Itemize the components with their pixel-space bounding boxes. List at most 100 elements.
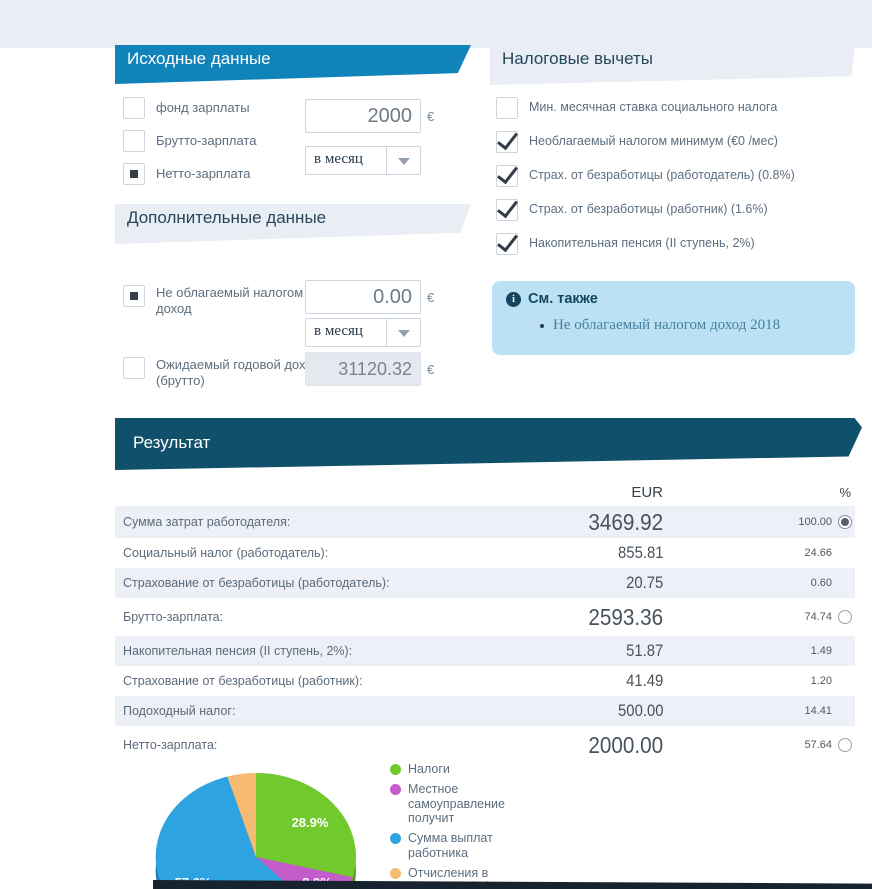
eur-value: 2000.00	[588, 731, 663, 758]
period-select[interactable]: в месяц	[305, 146, 421, 175]
option-gross-salary[interactable]: Брутто-зарплата	[123, 130, 256, 152]
section-banner-tax-deductions: Налоговые вычеты	[490, 45, 855, 85]
chart-legend: Налоги Местное самоуправление получит Су…	[390, 762, 526, 889]
see-also-link-tax-free-2018[interactable]: Не облагаемый налогом доход 2018	[553, 317, 781, 333]
eur-value: 41.49	[625, 671, 663, 690]
eur-value: 20.75	[625, 573, 663, 592]
radio-gross-salary[interactable]	[838, 610, 852, 624]
deduction-unemployment-employer[interactable]: Страх. от безработицы (работодатель) (0.…	[496, 165, 795, 187]
legend-item-municipality[interactable]: Местное самоуправление получит	[390, 782, 526, 826]
page-background-band	[0, 0, 872, 48]
column-header-percent: %	[839, 484, 851, 500]
table-row-unemployment-employee: Страхование от безработицы (работник): 4…	[123, 671, 832, 690]
option-net-salary[interactable]: Нетто-зарплата	[123, 163, 251, 185]
legend-dot-green	[390, 764, 401, 775]
checkbox-annual-income[interactable]	[123, 357, 145, 379]
table-row-gross-salary: Брутто-зарплата: 2593.36 74.74	[115, 598, 855, 636]
pie-slice-taxes[interactable]	[256, 773, 356, 878]
table-row-net-salary: Нетто-зарплата: 2000.00 57.64	[115, 726, 855, 764]
table-row-employer-total: Сумма затрат работодателя: 3469.92 100.0…	[115, 506, 855, 538]
next-section-edge	[153, 880, 872, 889]
legend-dot-purple	[390, 783, 401, 795]
checkbox-gross-salary[interactable]	[123, 130, 145, 152]
period-select-value: в месяц	[314, 151, 363, 167]
legend-dot-orange	[390, 867, 401, 879]
eur-value: 51.87	[625, 641, 663, 660]
chevron-down-icon[interactable]	[398, 330, 410, 337]
tax-free-income-input[interactable]	[305, 280, 421, 314]
see-also-list-item: Не облагаемый налогом доход 2018	[540, 317, 841, 334]
tax-free-period-select[interactable]: в месяц	[305, 318, 421, 347]
section-title-result: Результат	[133, 433, 211, 452]
column-header-eur: EUR	[631, 483, 663, 501]
period-select-value: в месяц	[314, 323, 363, 339]
chevron-down-icon[interactable]	[398, 158, 410, 165]
option-label: фонд зарплаты	[156, 99, 250, 115]
pct-value: 14.41	[804, 705, 832, 717]
legend-dot-blue	[390, 833, 401, 844]
option-annual-income[interactable]: Ожидаемый годовой доход (брутто)	[123, 357, 321, 390]
eur-value: 500.00	[617, 701, 663, 720]
table-row-unemployment-employer: Страхование от безработицы (работодатель…	[115, 568, 855, 598]
option-label: Страх. от безработицы (работодатель) (0.…	[529, 168, 795, 183]
deduction-tax-free-minimum[interactable]: Необлагаемый налогом минимум (€0 /мес)	[496, 131, 778, 153]
pct-value: 0.60	[810, 577, 832, 589]
pie-chart: 28.9% 57.6% 8.9%	[130, 756, 380, 889]
deduction-min-social-tax[interactable]: Мин. месячная ставка социального налога	[496, 97, 777, 119]
section-banner-additional-data: Дополнительные данные	[115, 204, 471, 244]
table-row-income-tax: Подоходный налог: 500.00 14.41	[115, 696, 855, 726]
option-label: Не облагаемый налогом доход	[156, 285, 304, 317]
pct-value: 57.64	[804, 739, 832, 751]
checkbox-salary-fund[interactable]	[123, 97, 145, 119]
deduction-funded-pension[interactable]: Накопительная пенсия (II ступень, 2%)	[496, 233, 755, 255]
currency-symbol: €	[427, 362, 435, 377]
select-divider	[386, 319, 387, 346]
option-label: Накопительная пенсия (II ступень, 2%)	[529, 236, 755, 251]
radio-net-salary[interactable]	[838, 738, 852, 752]
table-row-funded-pension: Накопительная пенсия (II ступень, 2%): 5…	[115, 636, 855, 666]
legend-item-taxes[interactable]: Налоги	[390, 762, 526, 777]
table-row-social-tax: Социальный налог (работодатель): 855.81 …	[123, 543, 832, 562]
result-table: EUR % Сумма затрат работодателя: 3469.92…	[115, 478, 855, 764]
radio-employer-total-selected[interactable]	[838, 515, 852, 529]
pie-label-taxes: 28.9%	[292, 815, 329, 830]
eur-value: 855.81	[617, 543, 663, 562]
pct-value: 74.74	[804, 611, 832, 623]
option-label: Нетто-зарплата	[156, 165, 251, 181]
checkbox-unemployment-employee-checked[interactable]	[496, 199, 518, 221]
legend-item-employee-payout[interactable]: Сумма выплат работника	[390, 831, 526, 861]
pie-chart-svg: 28.9% 57.6% 8.9%	[155, 773, 356, 889]
option-label: Страх. от безработицы (работник) (1.6%)	[529, 202, 768, 217]
pie-slice-pension-fund[interactable]	[227, 773, 257, 857]
checkbox-unemployment-employer-checked[interactable]	[496, 165, 518, 187]
section-title-tax-deductions: Налоговые вычеты	[502, 49, 654, 68]
section-banner-initial-data: Исходные данные	[115, 45, 471, 84]
checkbox-tax-free-minimum-checked[interactable]	[496, 131, 518, 153]
section-title-initial-data: Исходные данные	[127, 49, 271, 68]
checkbox-tax-free-income-selected[interactable]	[123, 285, 145, 307]
section-banner-result: Результат	[115, 418, 862, 470]
deduction-unemployment-employee[interactable]: Страх. от безработицы (работник) (1.6%)	[496, 199, 768, 221]
section-title-additional-data: Дополнительные данные	[127, 208, 327, 227]
see-also-title: См. также	[528, 291, 598, 307]
annual-income-input-disabled	[305, 352, 421, 386]
option-label: Мин. месячная ставка социального налога	[529, 100, 778, 115]
option-salary-fund[interactable]: фонд зарплаты	[123, 97, 250, 119]
eur-value: 2593.36	[588, 603, 663, 630]
bullet-icon	[540, 323, 544, 328]
pie-slice-employee-payout[interactable]	[155, 776, 326, 889]
option-label: Необлагаемый налогом минимум (€0 /мес)	[529, 134, 778, 149]
select-divider	[386, 147, 387, 174]
option-tax-free-income[interactable]: Не облагаемый налогом доход	[123, 285, 311, 318]
currency-symbol: €	[427, 290, 435, 305]
result-table-header: EUR %	[115, 478, 855, 506]
checkbox-min-social-tax[interactable]	[496, 97, 518, 119]
pct-value: 1.20	[810, 675, 832, 687]
eur-value: 3469.92	[588, 508, 663, 535]
salary-amount-input[interactable]	[305, 99, 421, 133]
checkbox-net-salary-selected[interactable]	[123, 163, 145, 185]
pct-value: 1.49	[810, 645, 832, 657]
currency-symbol: €	[427, 109, 435, 124]
option-label: Ожидаемый годовой доход (брутто)	[156, 357, 320, 389]
checkbox-funded-pension-checked[interactable]	[496, 233, 518, 255]
